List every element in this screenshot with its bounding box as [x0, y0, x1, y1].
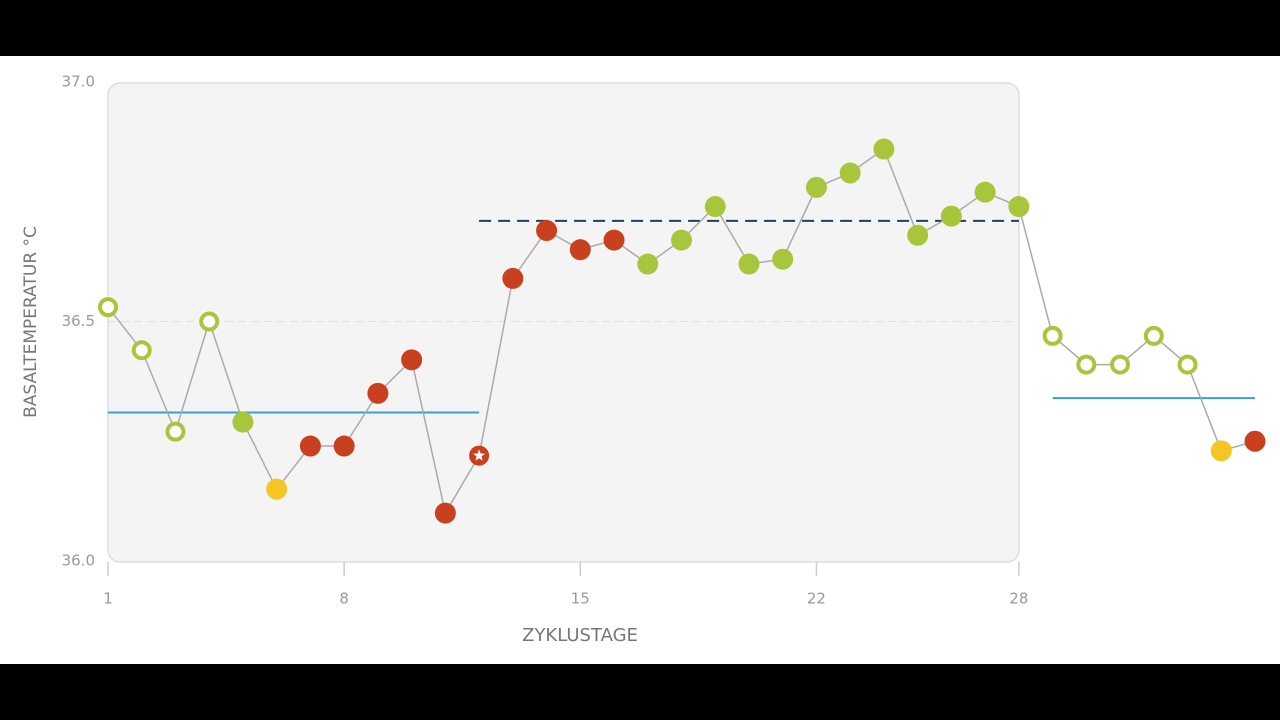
marker-yellow	[1210, 440, 1232, 462]
marker-green	[1008, 196, 1030, 218]
marker-open	[1143, 325, 1164, 346]
marker-open	[1076, 354, 1097, 375]
marker-yellow	[266, 478, 288, 500]
marker-green	[671, 229, 692, 251]
star-icon	[473, 449, 485, 461]
marker-red	[333, 435, 355, 457]
marker-green	[704, 196, 726, 218]
marker-open	[98, 297, 118, 318]
y-tick-label: 36.5	[62, 312, 95, 330]
marker-green	[805, 176, 827, 198]
y-tick-label: 36.0	[62, 552, 95, 570]
marker-red	[502, 267, 524, 289]
x-tick-label: 8	[339, 590, 349, 608]
marker-green	[974, 181, 996, 203]
marker-green	[772, 248, 794, 270]
marker-green	[637, 253, 659, 275]
marker-open	[1177, 354, 1198, 375]
marker-red	[536, 219, 558, 241]
x-tick-label: 15	[571, 590, 590, 608]
marker-red	[367, 382, 389, 404]
marker-open	[199, 311, 220, 332]
marker-green	[738, 253, 760, 275]
marker-green	[873, 138, 895, 160]
marker-red	[1244, 430, 1266, 452]
bottom-bar	[0, 664, 1280, 720]
marker-red	[603, 229, 625, 251]
y-axis-title: BASALTEMPERATUR °C	[21, 226, 41, 418]
marker-green	[232, 411, 254, 433]
marker-red	[569, 239, 591, 261]
marker-green	[839, 162, 861, 184]
marker-red	[299, 435, 321, 457]
top-bar	[0, 0, 1280, 56]
x-tick-label: 1	[103, 590, 113, 608]
x-tick-label: 28	[1009, 590, 1028, 608]
marker-red	[401, 349, 423, 371]
x-tick-label: 22	[807, 590, 826, 608]
marker-red	[434, 502, 456, 524]
marker-open	[131, 340, 152, 361]
marker-green	[907, 224, 929, 246]
x-axis-title: ZYKLUSTAGE	[522, 625, 638, 646]
marker-open	[165, 421, 186, 442]
marker-open	[1042, 325, 1063, 346]
marker-open	[1110, 354, 1131, 375]
marker-green	[940, 205, 962, 227]
y-tick-label: 37.0	[62, 73, 95, 91]
